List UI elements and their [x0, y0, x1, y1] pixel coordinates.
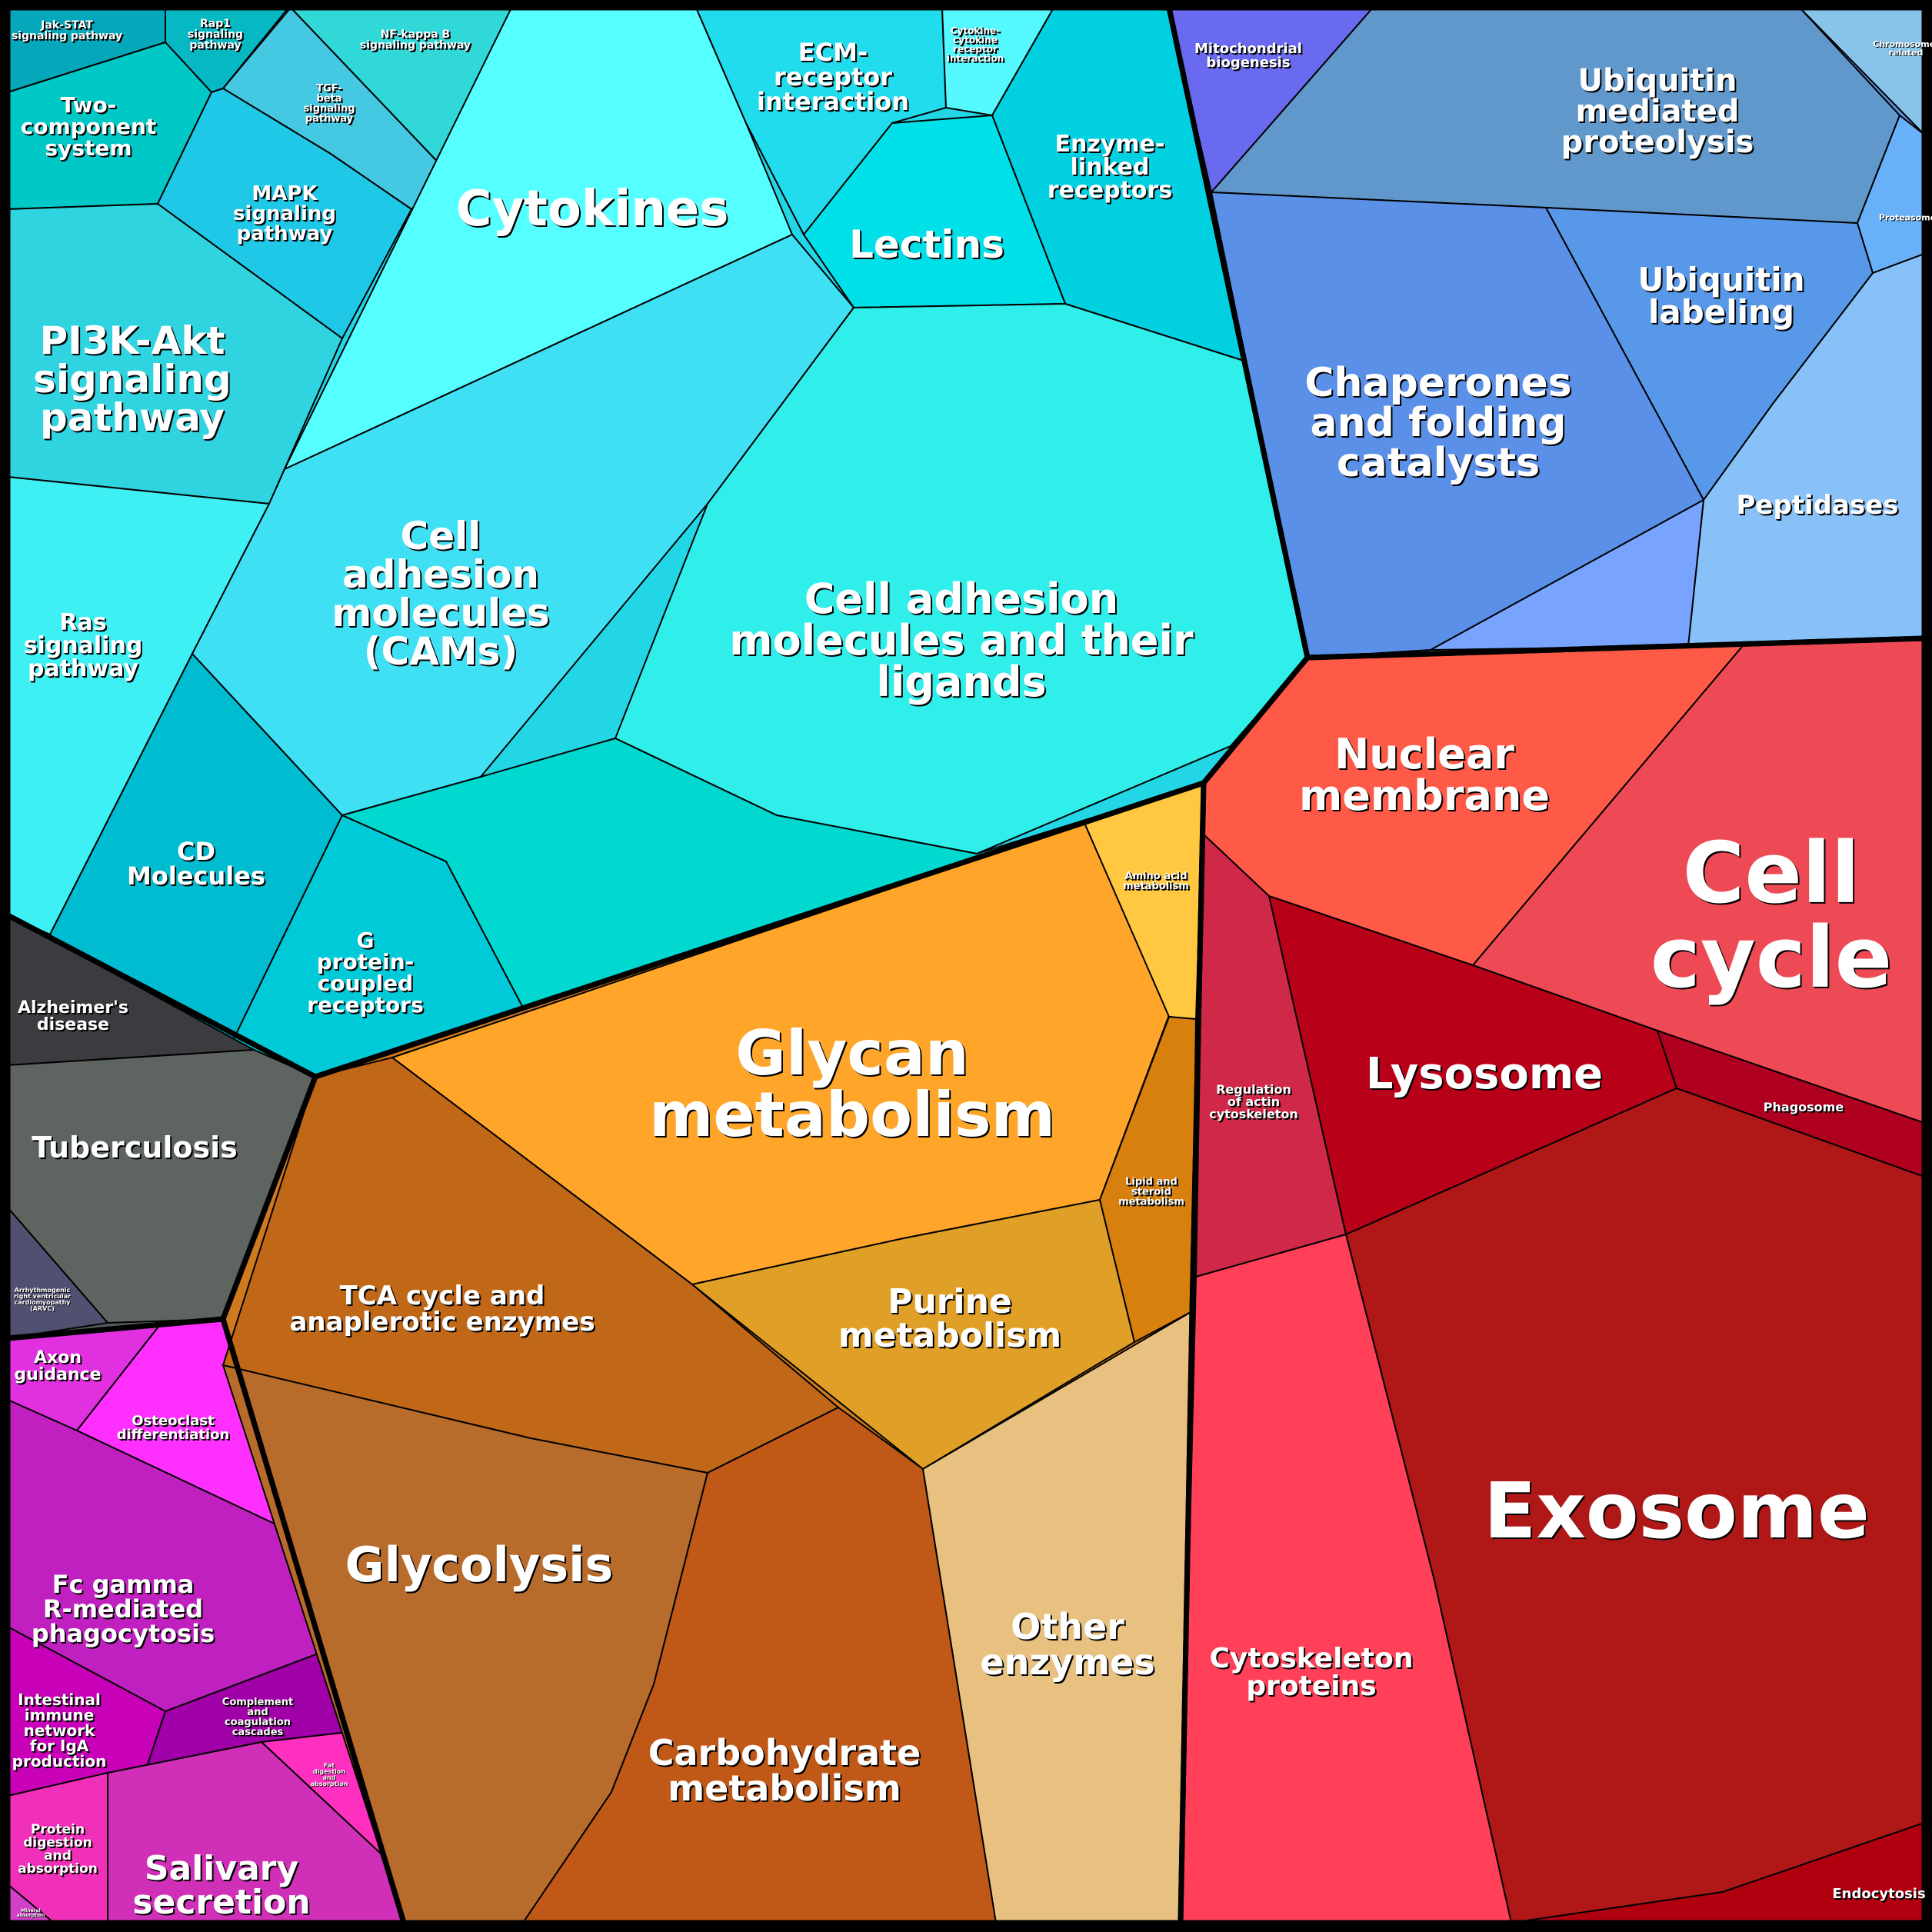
cell-lectins	[802, 114, 1067, 309]
cell-unlabeled-17	[340, 737, 1204, 1009]
cell-lipid-and-steroid-metabolism	[1098, 1015, 1198, 1344]
cell-purine-metabolism	[690, 1198, 1136, 1471]
cell-cell-adhesion-molecules-and-their-ligands	[614, 302, 1309, 855]
